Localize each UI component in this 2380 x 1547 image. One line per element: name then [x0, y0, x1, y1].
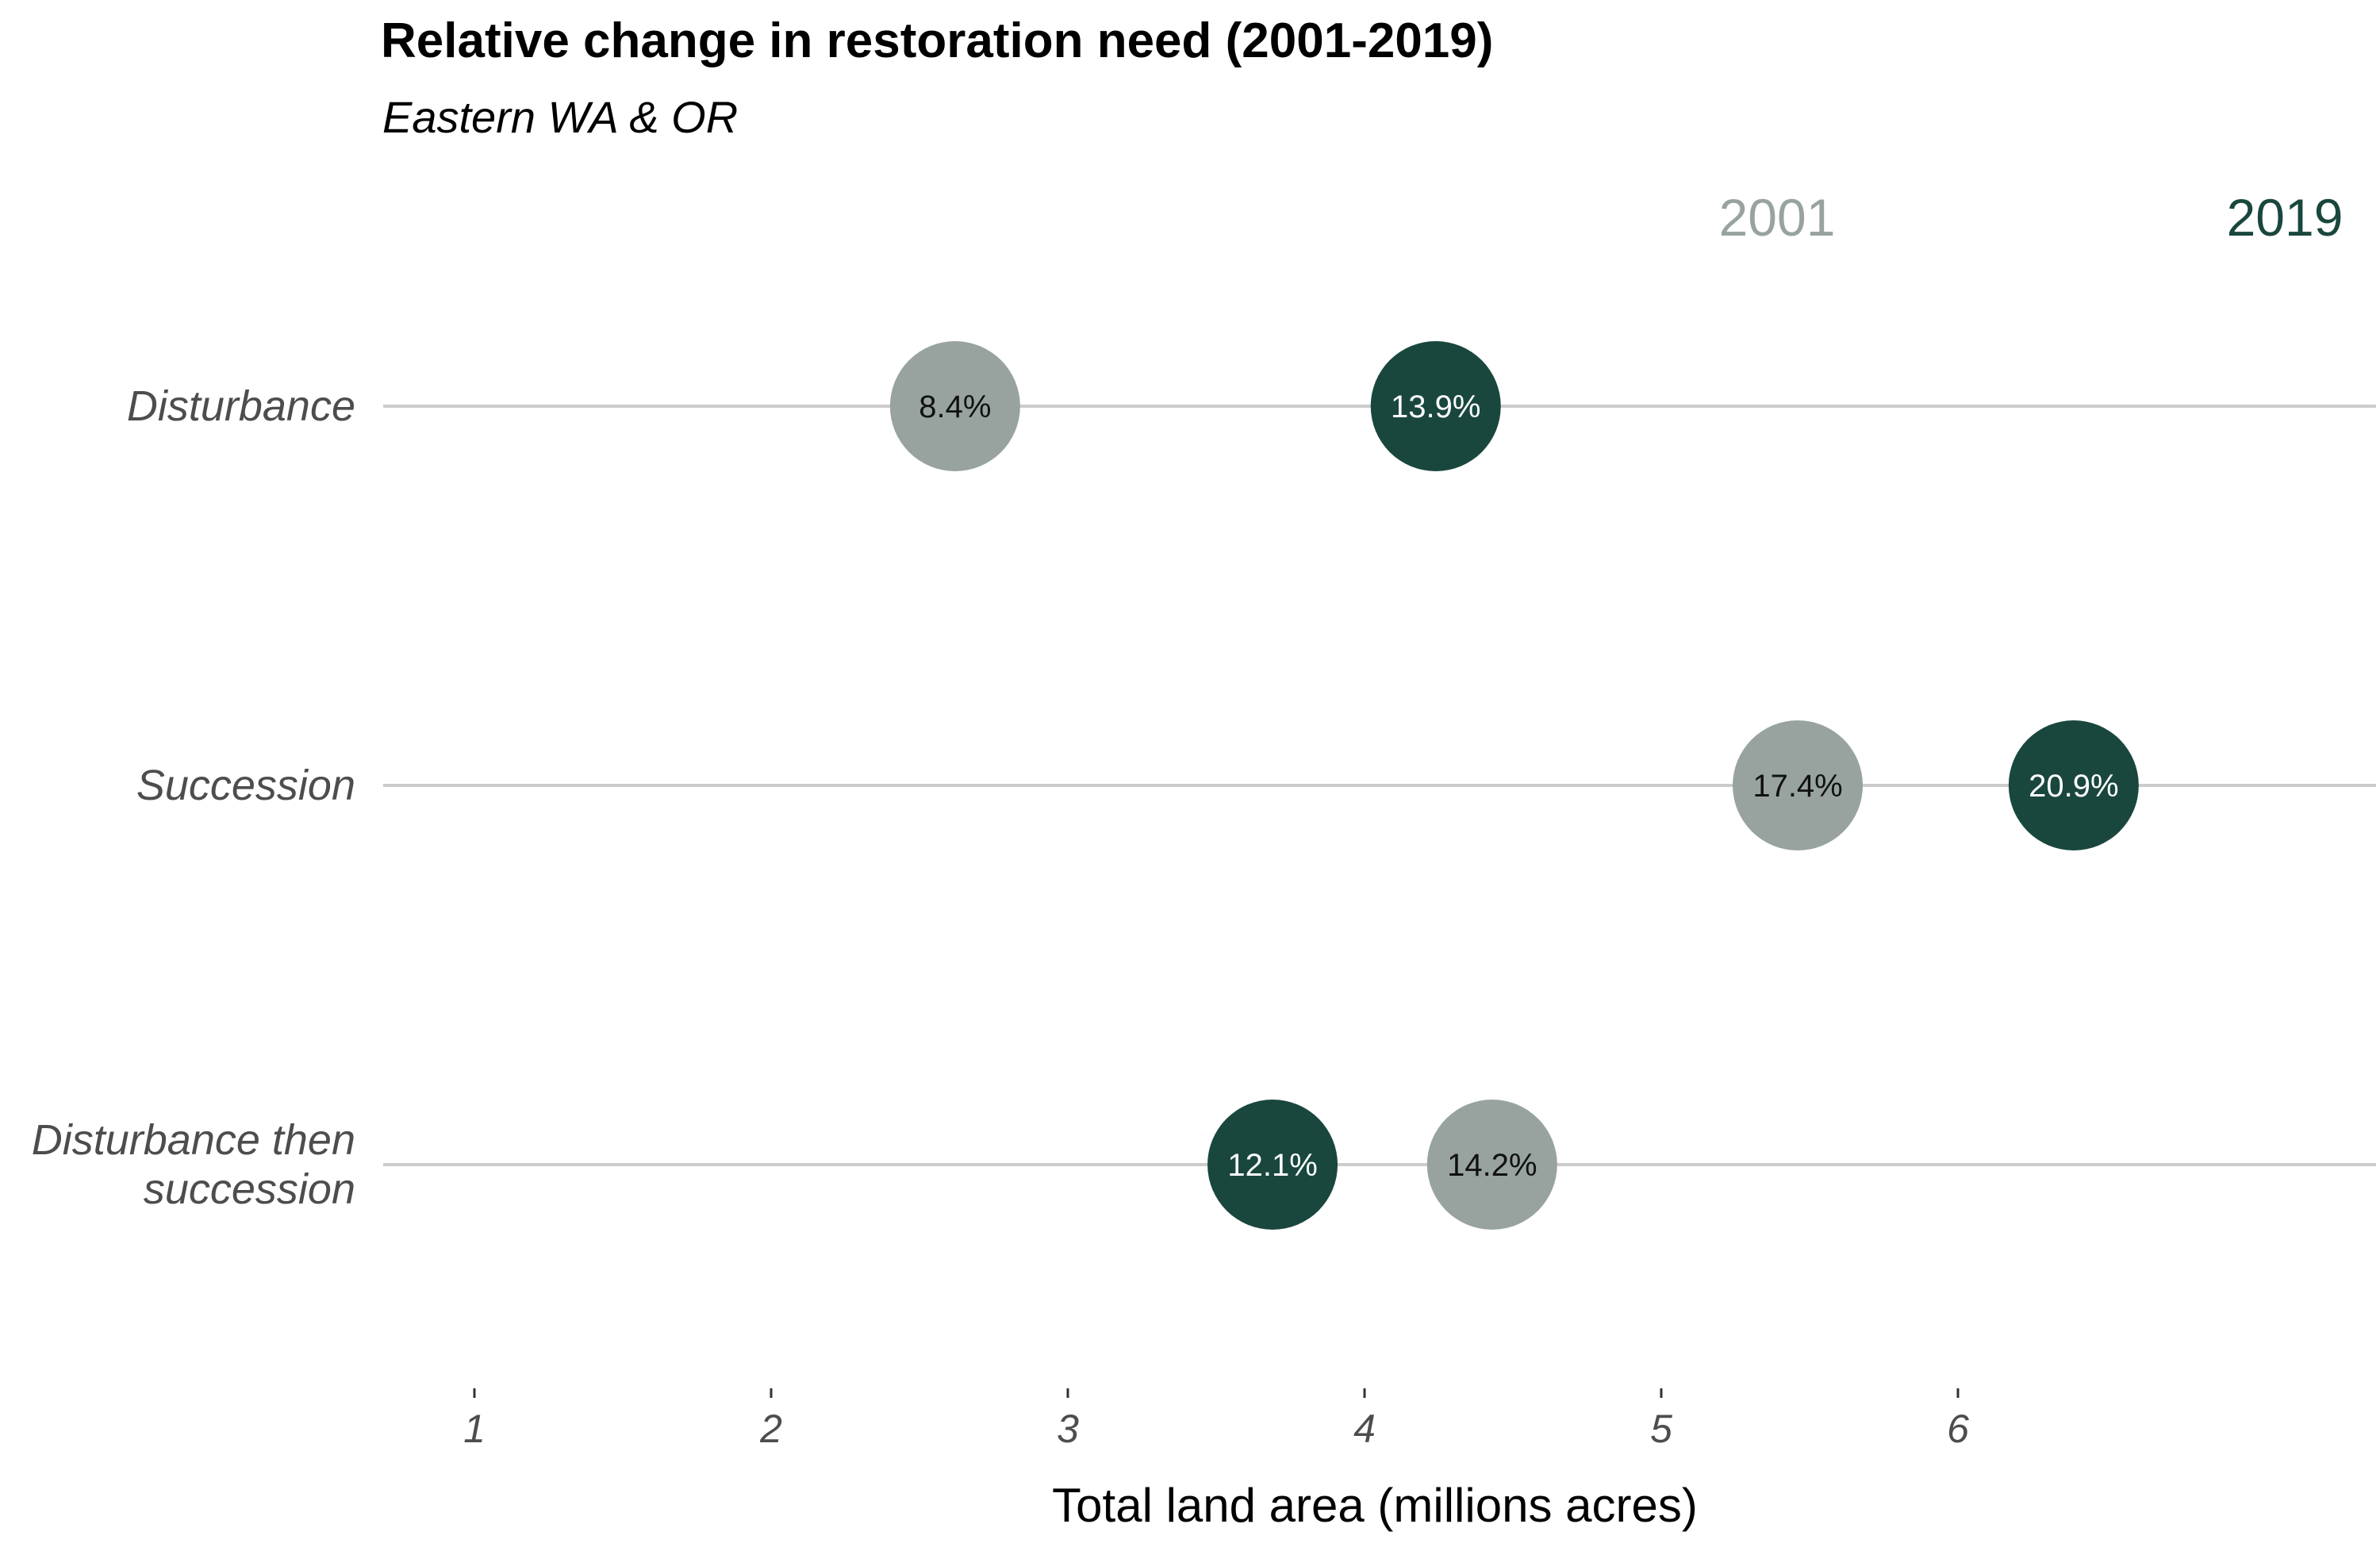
category-label-line: Succession	[136, 762, 355, 809]
legend: 2001 2019	[1719, 188, 2344, 247]
chart-subtitle: Eastern WA & OR	[382, 92, 738, 142]
point-2001-succession	[1733, 720, 1864, 850]
category-label-disturbance: Disturbance	[127, 382, 355, 430]
x-tick-label-6: 6	[1947, 1407, 1969, 1451]
data-points: 8.4% 17.4% 14.2% 13.9% 20.9% 12.1%	[889, 341, 2139, 1230]
x-tick-label-1: 1	[463, 1407, 486, 1451]
point-label-2019-succession: 20.9%	[2029, 769, 2118, 804]
point-label-2001-disturbance: 8.4%	[919, 390, 991, 424]
point-label-2019-disturbance-then-succession: 12.1%	[1227, 1148, 1317, 1183]
point-2019-succession	[2008, 720, 2139, 850]
point-label-2001-disturbance-then-succession: 14.2%	[1447, 1148, 1537, 1183]
point-2001-disturbance-then-succession	[1426, 1100, 1557, 1230]
legend-label-2001: 2001	[1719, 188, 1836, 247]
category-label-disturbance-then-succession: Disturbance then succession	[32, 1116, 355, 1213]
x-tick-label-5: 5	[1650, 1407, 1672, 1451]
category-label-line: Disturbance	[127, 382, 355, 430]
category-label-line: Disturbance then	[32, 1116, 355, 1164]
category-label-line: succession	[144, 1165, 355, 1213]
category-rows: Disturbance Succession Disturbance then suc…	[32, 382, 2376, 1213]
point-2019-disturbance	[1370, 341, 1501, 471]
x-axis-ticks: 1 2 3 4 5 6	[463, 1388, 1969, 1451]
point-label-2001-succession: 17.4%	[1752, 769, 1842, 804]
x-axis-title: Total land area (millions acres)	[1052, 1479, 1698, 1532]
x-tick-label-2: 2	[759, 1407, 782, 1451]
category-label-succession: Succession	[136, 762, 355, 809]
point-2019-disturbance-then-succession	[1207, 1100, 1338, 1230]
legend-label-2019: 2019	[2227, 188, 2344, 247]
x-tick-label-3: 3	[1057, 1407, 1079, 1451]
point-label-2019-disturbance: 13.9%	[1391, 390, 1480, 424]
x-tick-label-4: 4	[1353, 1407, 1376, 1451]
point-2001-disturbance	[889, 341, 1020, 471]
chart-title: Relative change in restoration need (200…	[381, 13, 1493, 68]
